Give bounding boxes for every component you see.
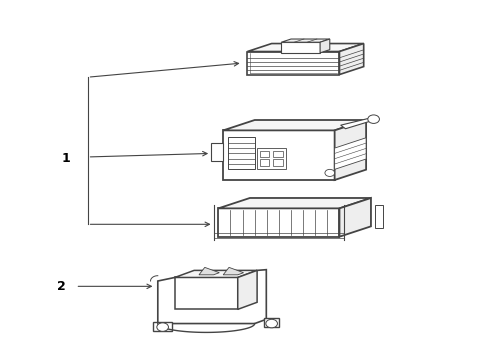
Text: 2: 2 (56, 280, 65, 293)
Polygon shape (247, 44, 364, 51)
Polygon shape (153, 322, 172, 330)
Polygon shape (281, 42, 320, 53)
Circle shape (325, 169, 335, 176)
Polygon shape (223, 120, 366, 130)
Polygon shape (211, 143, 223, 161)
Polygon shape (199, 267, 220, 275)
Polygon shape (340, 198, 371, 237)
Polygon shape (265, 318, 279, 327)
Polygon shape (320, 39, 330, 53)
Text: 1: 1 (61, 152, 70, 165)
Polygon shape (257, 148, 286, 169)
Polygon shape (175, 278, 238, 309)
Polygon shape (175, 270, 257, 278)
Polygon shape (335, 120, 366, 180)
Polygon shape (223, 267, 244, 275)
Circle shape (368, 115, 379, 123)
Polygon shape (223, 130, 335, 180)
Polygon shape (158, 270, 267, 324)
Polygon shape (238, 270, 257, 309)
Polygon shape (247, 51, 340, 75)
Polygon shape (260, 159, 269, 166)
Polygon shape (281, 39, 330, 42)
Polygon shape (260, 150, 269, 157)
Polygon shape (273, 150, 283, 157)
Polygon shape (219, 208, 340, 237)
Polygon shape (273, 159, 283, 166)
Circle shape (266, 319, 277, 328)
Polygon shape (228, 138, 255, 169)
Polygon shape (341, 118, 374, 129)
Circle shape (157, 323, 169, 331)
Polygon shape (340, 44, 364, 75)
Polygon shape (375, 205, 383, 228)
Polygon shape (335, 138, 366, 169)
Polygon shape (219, 198, 371, 208)
